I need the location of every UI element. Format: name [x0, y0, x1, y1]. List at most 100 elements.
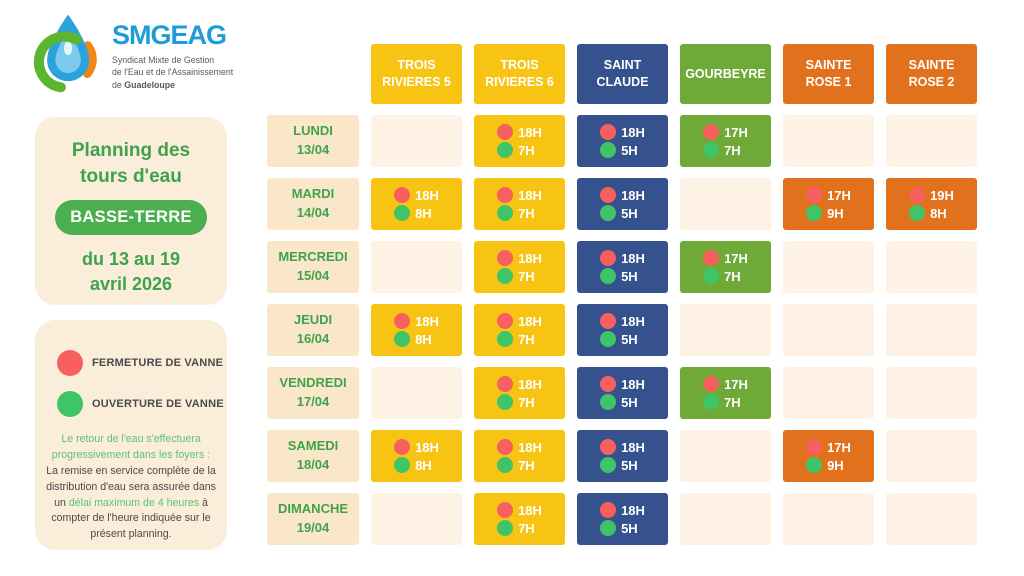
- close-time: 18H: [497, 187, 542, 203]
- valve-close-dot-icon: [703, 124, 720, 140]
- open-time-label: 7H: [518, 457, 535, 473]
- open-time-label: 7H: [518, 520, 535, 536]
- legend-item-open: OUVERTURE DE VANNE: [57, 391, 227, 417]
- open-time-label: 8H: [930, 205, 947, 221]
- close-time: 18H: [497, 313, 542, 329]
- open-time: 7H: [703, 394, 748, 410]
- page-title: Planning des tours d'eau: [35, 138, 227, 189]
- close-time: 18H: [600, 313, 645, 329]
- day-cell-vendredi: VENDREDI 17/04: [267, 367, 359, 419]
- valve-close-dot-icon: [497, 376, 514, 392]
- close-time-label: 18H: [621, 250, 645, 266]
- open-time: 7H: [703, 268, 748, 284]
- close-time: 18H: [600, 124, 645, 140]
- empty-cell-trois-rivieres-5: [371, 115, 462, 167]
- empty-cell-sainte-rose-1: [783, 493, 874, 545]
- close-time-label: 17H: [724, 124, 748, 140]
- close-time-label: 18H: [518, 439, 542, 455]
- close-time: 18H: [394, 439, 439, 455]
- open-time: 8H: [394, 457, 439, 473]
- open-time: 7H: [497, 205, 542, 221]
- close-time: 18H: [497, 250, 542, 266]
- empty-cell-sainte-rose-2: [886, 430, 977, 482]
- close-time-label: 18H: [621, 439, 645, 455]
- date-range: du 13 au 19 avril 2026: [35, 247, 227, 297]
- open-time-label: 9H: [827, 205, 844, 221]
- schedule-cell-trois-rivieres-5: 18H 8H: [371, 178, 462, 230]
- schedule-cell-saint-claude: 18H 5H: [577, 367, 668, 419]
- valve-open-dot-icon: [497, 520, 514, 536]
- schedule-cell-trois-rivieres-6: 18H 7H: [474, 241, 565, 293]
- valve-open-dot-icon: [497, 394, 514, 410]
- open-time: 7H: [497, 268, 542, 284]
- open-time: 7H: [497, 520, 542, 536]
- note-dark-part1: La remise en service complète de la dist…: [46, 464, 216, 509]
- open-time-label: 5H: [621, 142, 638, 158]
- valve-open-dot-icon: [600, 331, 617, 347]
- valve-close-dot-icon: [394, 187, 411, 203]
- valve-close-dot-icon: [806, 439, 823, 455]
- valve-close-dot-icon: [703, 250, 720, 266]
- valve-open-dot-icon: [394, 205, 411, 221]
- valve-close-dot-icon: [806, 187, 823, 203]
- open-time: 7H: [497, 142, 542, 158]
- valve-close-dot-icon: [600, 124, 617, 140]
- close-time: 18H: [497, 376, 542, 392]
- open-time-label: 5H: [621, 205, 638, 221]
- empty-cell-sainte-rose-2: [886, 241, 977, 293]
- valve-open-dot-icon: [497, 142, 514, 158]
- close-time: 17H: [806, 439, 851, 455]
- valve-close-dot-icon: [909, 187, 926, 203]
- open-time-label: 5H: [621, 268, 638, 284]
- open-time: 5H: [600, 205, 645, 221]
- page-title-line2: tours d'eau: [80, 165, 182, 187]
- close-time: 17H: [703, 376, 748, 392]
- open-time-label: 7H: [724, 394, 741, 410]
- legend-note: Le retour de l'eau s'effectuera progress…: [35, 432, 227, 543]
- close-time-label: 18H: [415, 439, 439, 455]
- close-time: 18H: [600, 376, 645, 392]
- open-time: 9H: [806, 457, 851, 473]
- valve-close-dot-icon: [600, 502, 617, 518]
- valve-close-dot-icon: [497, 187, 514, 203]
- valve-open-dot-icon: [703, 268, 720, 284]
- schedule-cell-saint-claude: 18H 5H: [577, 241, 668, 293]
- note-green-delay: délai maximum de 4 heures: [68, 496, 200, 509]
- day-cell-jeudi: JEUDI 16/04: [267, 304, 359, 356]
- valve-close-dot-icon: [600, 250, 617, 266]
- schedule-cell-gourbeyre: 17H 7H: [680, 241, 771, 293]
- valve-open-dot-icon: [57, 391, 83, 417]
- open-time-label: 5H: [621, 457, 638, 473]
- valve-close-dot-icon: [394, 439, 411, 455]
- open-time: 7H: [497, 457, 542, 473]
- open-time: 5H: [600, 457, 645, 473]
- close-time: 17H: [703, 250, 748, 266]
- valve-open-dot-icon: [703, 142, 720, 158]
- close-time-label: 18H: [621, 187, 645, 203]
- schedule-cell-trois-rivieres-6: 18H 7H: [474, 304, 565, 356]
- close-time: 17H: [806, 187, 851, 203]
- schedule-cell-sainte-rose-2: 19H 8H: [886, 178, 977, 230]
- open-time-label: 9H: [827, 457, 844, 473]
- logo-wordmark: SMGEAG: [112, 20, 227, 50]
- page-title-line1: Planning des: [71, 140, 191, 161]
- empty-cell-sainte-rose-1: [783, 115, 874, 167]
- open-time: 8H: [394, 205, 439, 221]
- empty-cell-sainte-rose-2: [886, 115, 977, 167]
- schedule-cell-sainte-rose-1: 17H 9H: [783, 430, 874, 482]
- close-time-label: 17H: [724, 250, 748, 266]
- valve-close-dot-icon: [600, 439, 617, 455]
- valve-open-dot-icon: [600, 142, 617, 158]
- open-time-label: 7H: [724, 142, 741, 158]
- open-time-label: 7H: [518, 205, 535, 221]
- close-time-label: 17H: [724, 376, 748, 392]
- date-range-line1: du 13 au 19: [81, 249, 181, 270]
- close-time-label: 17H: [827, 439, 851, 455]
- close-time: 19H: [909, 187, 954, 203]
- open-time-label: 7H: [518, 394, 535, 410]
- close-time-label: 18H: [518, 376, 542, 392]
- open-time-label: 8H: [415, 457, 432, 473]
- column-header-trois-rivieres-6: TROIS RIVIERES 6: [474, 44, 565, 104]
- valve-close-dot-icon: [394, 313, 411, 329]
- valve-open-dot-icon: [600, 394, 617, 410]
